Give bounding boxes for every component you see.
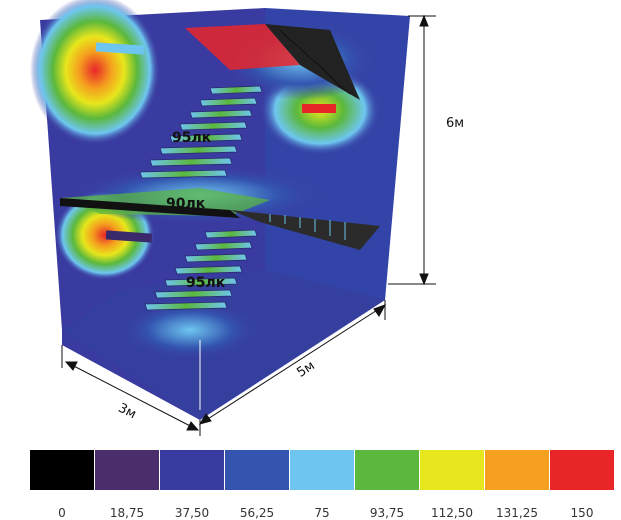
legend-tick-label: 112,50 (431, 506, 473, 520)
lower-flight-steps (144, 229, 258, 311)
legend-tick-label: 131,25 (496, 506, 538, 520)
legend-swatch (355, 450, 419, 490)
legend-tick-label: 75 (314, 506, 330, 520)
label-upper-flight: 95лк (172, 130, 212, 146)
legend-swatch (420, 450, 484, 490)
legend-tick-label: 56,25 (239, 506, 275, 520)
legend-swatch (95, 450, 159, 490)
legend-swatch (30, 450, 94, 490)
legend-swatch (160, 450, 224, 490)
legend-tick-label: 37,50 (174, 506, 210, 520)
stairwell-illuminance-render (30, 0, 436, 436)
legend-swatch (485, 450, 549, 490)
legend-swatch (290, 450, 354, 490)
label-lower-flight: 95лк (186, 275, 226, 291)
legend-tick-label: 93,75 (369, 506, 405, 520)
light-fixture-lower-left (105, 230, 153, 243)
label-landing: 90лк (166, 196, 206, 212)
illuminance-legend: 0 18,75 37,50 56,25 75 93,75 112,50 131,25 150 (30, 450, 614, 520)
upper-flight-steps (139, 85, 263, 179)
legend-swatch (550, 450, 614, 490)
dimension-height: 6м (446, 116, 465, 131)
legend-tick-label: 18,75 (109, 506, 145, 520)
light-fixture-upper-left (95, 42, 145, 55)
legend-swatch (225, 450, 289, 490)
legend-tick-label: 150 (570, 506, 594, 520)
legend-tick-label: 0 (58, 506, 66, 520)
light-fixture-right (302, 104, 336, 113)
top-landing (185, 24, 300, 70)
